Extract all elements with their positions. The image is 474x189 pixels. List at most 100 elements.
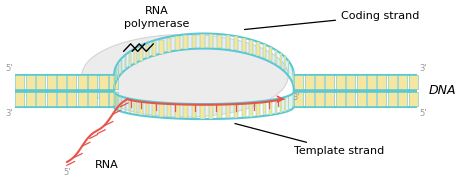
Text: Coding strand: Coding strand <box>245 11 419 29</box>
FancyBboxPatch shape <box>146 44 149 58</box>
FancyBboxPatch shape <box>284 57 286 70</box>
FancyBboxPatch shape <box>134 100 137 114</box>
FancyBboxPatch shape <box>377 75 386 89</box>
FancyBboxPatch shape <box>305 92 314 106</box>
FancyBboxPatch shape <box>36 92 45 106</box>
FancyBboxPatch shape <box>275 100 277 114</box>
Text: RNA: RNA <box>95 160 119 170</box>
FancyBboxPatch shape <box>226 104 230 118</box>
FancyBboxPatch shape <box>294 75 303 89</box>
FancyBboxPatch shape <box>191 105 196 118</box>
FancyBboxPatch shape <box>167 38 172 52</box>
FancyBboxPatch shape <box>99 92 108 106</box>
FancyBboxPatch shape <box>175 36 180 50</box>
FancyBboxPatch shape <box>409 92 418 106</box>
FancyBboxPatch shape <box>226 35 230 49</box>
FancyBboxPatch shape <box>217 105 222 118</box>
FancyBboxPatch shape <box>398 75 407 89</box>
FancyBboxPatch shape <box>336 75 345 89</box>
FancyBboxPatch shape <box>114 75 115 89</box>
FancyBboxPatch shape <box>217 35 222 48</box>
FancyBboxPatch shape <box>118 96 119 110</box>
Text: RNA
polymerase: RNA polymerase <box>124 6 189 29</box>
FancyBboxPatch shape <box>388 75 397 89</box>
FancyBboxPatch shape <box>249 103 253 117</box>
FancyBboxPatch shape <box>234 104 238 118</box>
FancyBboxPatch shape <box>26 75 35 89</box>
FancyBboxPatch shape <box>294 92 303 106</box>
Text: Template strand: Template strand <box>235 124 384 156</box>
FancyBboxPatch shape <box>118 64 119 78</box>
FancyBboxPatch shape <box>256 102 260 116</box>
FancyBboxPatch shape <box>293 71 294 85</box>
FancyBboxPatch shape <box>263 44 266 58</box>
FancyBboxPatch shape <box>109 75 118 89</box>
FancyBboxPatch shape <box>242 38 246 52</box>
Text: 3': 3' <box>419 64 427 73</box>
FancyBboxPatch shape <box>234 36 238 50</box>
FancyBboxPatch shape <box>315 75 324 89</box>
FancyBboxPatch shape <box>398 92 407 106</box>
FancyBboxPatch shape <box>57 75 66 89</box>
FancyBboxPatch shape <box>346 92 355 106</box>
Text: 5': 5' <box>5 64 12 73</box>
FancyBboxPatch shape <box>46 75 55 89</box>
FancyBboxPatch shape <box>175 104 180 118</box>
FancyBboxPatch shape <box>129 53 131 67</box>
Text: 3': 3' <box>5 108 12 118</box>
FancyBboxPatch shape <box>57 92 66 106</box>
FancyBboxPatch shape <box>336 92 345 106</box>
FancyBboxPatch shape <box>325 75 334 89</box>
FancyBboxPatch shape <box>152 42 156 56</box>
FancyBboxPatch shape <box>280 99 282 113</box>
FancyBboxPatch shape <box>15 75 24 89</box>
FancyBboxPatch shape <box>183 104 188 118</box>
FancyBboxPatch shape <box>367 75 376 89</box>
FancyBboxPatch shape <box>346 75 355 89</box>
FancyBboxPatch shape <box>183 35 188 49</box>
FancyBboxPatch shape <box>146 102 149 115</box>
FancyBboxPatch shape <box>67 75 76 89</box>
FancyBboxPatch shape <box>159 103 164 117</box>
FancyBboxPatch shape <box>269 101 272 115</box>
FancyBboxPatch shape <box>356 75 365 89</box>
FancyBboxPatch shape <box>152 102 156 116</box>
FancyBboxPatch shape <box>99 75 108 89</box>
FancyBboxPatch shape <box>46 92 55 106</box>
Text: 5': 5' <box>63 168 71 177</box>
FancyBboxPatch shape <box>88 75 97 89</box>
Ellipse shape <box>82 34 288 117</box>
FancyBboxPatch shape <box>209 34 213 48</box>
FancyBboxPatch shape <box>377 92 386 106</box>
FancyBboxPatch shape <box>409 75 418 89</box>
FancyBboxPatch shape <box>275 50 277 64</box>
FancyBboxPatch shape <box>78 75 87 89</box>
Text: 3': 3' <box>292 93 300 102</box>
FancyBboxPatch shape <box>305 75 314 89</box>
FancyBboxPatch shape <box>325 92 334 106</box>
Text: 5': 5' <box>419 108 427 118</box>
FancyBboxPatch shape <box>249 40 253 53</box>
FancyBboxPatch shape <box>288 60 289 74</box>
FancyBboxPatch shape <box>209 105 213 119</box>
FancyBboxPatch shape <box>280 53 282 67</box>
FancyBboxPatch shape <box>388 92 397 106</box>
FancyBboxPatch shape <box>242 104 246 117</box>
FancyBboxPatch shape <box>125 57 127 70</box>
FancyBboxPatch shape <box>315 92 324 106</box>
FancyBboxPatch shape <box>256 42 260 56</box>
FancyBboxPatch shape <box>129 99 131 113</box>
FancyBboxPatch shape <box>139 47 143 61</box>
FancyBboxPatch shape <box>121 97 122 111</box>
FancyBboxPatch shape <box>125 98 127 112</box>
FancyBboxPatch shape <box>263 102 266 115</box>
FancyBboxPatch shape <box>67 92 76 106</box>
Text: DNA: DNA <box>428 84 456 97</box>
FancyBboxPatch shape <box>109 92 118 106</box>
FancyBboxPatch shape <box>88 92 97 106</box>
FancyBboxPatch shape <box>15 92 24 106</box>
FancyBboxPatch shape <box>356 92 365 106</box>
FancyBboxPatch shape <box>139 101 143 115</box>
FancyBboxPatch shape <box>36 75 45 89</box>
FancyBboxPatch shape <box>114 92 115 106</box>
